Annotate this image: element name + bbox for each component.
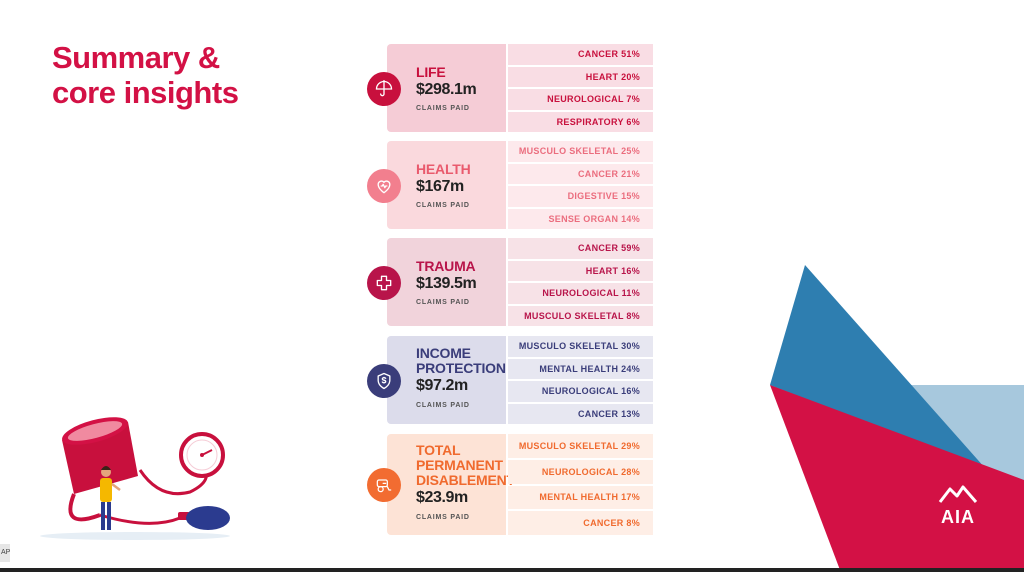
category-name-line: HEALTH xyxy=(416,161,471,177)
category-name-line: PROTECTION xyxy=(416,360,506,376)
blood-pressure-illustration xyxy=(40,417,230,540)
breakdown-row: NEUROLOGICAL 7% xyxy=(508,89,653,110)
aia-logo: AIA xyxy=(938,485,978,527)
shield-dollar-icon xyxy=(367,364,401,398)
breakdown-row: RESPIRATORY 6% xyxy=(508,111,653,132)
breakdown-list: CANCER 59% HEART 16% NEUROLOGICAL 11% MU… xyxy=(508,238,653,326)
umbrella-icon xyxy=(367,72,401,106)
breakdown-list: MUSCULO SKELETAL 30% MENTAL HEALTH 24% N… xyxy=(508,336,653,424)
decor-blue-shape xyxy=(770,265,985,468)
window-bottom-bar xyxy=(0,568,1024,572)
breakdown-row: MENTAL HEALTH 24% xyxy=(508,358,653,379)
claims-paid-label: CLAIMS PAID xyxy=(416,202,470,209)
claims-amount: $23.9m xyxy=(416,489,468,506)
breakdown-row: DIGESTIVE 15% xyxy=(508,186,653,207)
breakdown-row: MUSCULO SKELETAL 25% xyxy=(508,141,653,162)
category-name: TOTAL PERMANENT DISABLEMENT xyxy=(416,443,515,488)
breakdown-row: MENTAL HEALTH 17% xyxy=(508,485,653,510)
category-card-life: LIFE $298.1m CLAIMS PAID CANCER 51% HEAR… xyxy=(367,44,653,132)
breakdown-row: CANCER 8% xyxy=(508,511,653,535)
category-name: INCOME PROTECTION xyxy=(416,346,506,376)
claims-amount: $167m xyxy=(416,178,464,195)
category-name-line: TRAUMA xyxy=(416,258,476,274)
logo-text: AIA xyxy=(941,507,975,527)
corner-tag: AP xyxy=(0,544,10,562)
page-title-line-1: Summary & xyxy=(52,40,220,75)
breakdown-row: HEART 16% xyxy=(508,260,653,281)
category-name-line: TOTAL xyxy=(416,442,461,458)
breakdown-row: NEUROLOGICAL 28% xyxy=(508,459,653,484)
breakdown-row: SENSE ORGAN 14% xyxy=(508,208,653,229)
category-name: HEALTH xyxy=(416,162,471,177)
category-summary-health: HEALTH $167m CLAIMS PAID xyxy=(367,141,506,229)
medical-cross-icon xyxy=(367,266,401,300)
breakdown-row: CANCER 51% xyxy=(508,44,653,65)
claims-amount: $298.1m xyxy=(416,81,477,98)
breakdown-list: MUSCULO SKELETAL 25% CANCER 21% DIGESTIV… xyxy=(508,141,653,229)
claims-amount: $97.2m xyxy=(416,377,468,394)
breakdown-row: HEART 20% xyxy=(508,66,653,87)
category-name-line: PERMANENT xyxy=(416,457,503,473)
page-title: Summary & core insights xyxy=(52,40,239,110)
pump-bulb-graphic xyxy=(178,506,230,530)
breakdown-row: CANCER 21% xyxy=(508,163,653,184)
category-summary-income-protection: INCOME PROTECTION $97.2m CLAIMS PAID xyxy=(367,336,506,424)
breakdown-row: CANCER 59% xyxy=(508,238,653,259)
page-title-line-2: core insights xyxy=(52,75,239,110)
claims-paid-label: CLAIMS PAID xyxy=(416,402,470,409)
category-name: LIFE xyxy=(416,65,446,80)
claims-paid-label: CLAIMS PAID xyxy=(416,105,470,112)
decor-red-shape xyxy=(770,385,1024,570)
breakdown-row: NEUROLOGICAL 16% xyxy=(508,381,653,402)
category-card-trauma: TRAUMA $139.5m CLAIMS PAID CANCER 59% HE… xyxy=(367,238,653,326)
pressure-cuff-graphic xyxy=(62,417,138,522)
category-name: TRAUMA xyxy=(416,258,476,274)
breakdown-row: NEUROLOGICAL 11% xyxy=(508,283,653,304)
category-name-line: LIFE xyxy=(416,64,446,80)
category-card-income-protection: INCOME PROTECTION $97.2m CLAIMS PAID MUS… xyxy=(367,336,653,424)
ground-shadow-graphic xyxy=(40,532,230,540)
claims-paid-label: CLAIMS PAID xyxy=(416,299,470,306)
breakdown-row: CANCER 13% xyxy=(508,403,653,424)
category-card-tpd: TOTAL PERMANENT DISABLEMENT $23.9m CLAIM… xyxy=(367,434,653,535)
category-summary-life: LIFE $298.1m CLAIMS PAID xyxy=(367,44,506,132)
breakdown-row: MUSCULO SKELETAL 30% xyxy=(508,336,653,357)
person-figure-graphic xyxy=(100,466,121,530)
breakdown-list: CANCER 51% HEART 20% NEUROLOGICAL 7% RES… xyxy=(508,44,653,132)
heart-icon xyxy=(367,169,401,203)
breakdown-row: MUSCULO SKELETAL 29% xyxy=(508,434,653,458)
wheelchair-icon xyxy=(367,468,401,502)
category-summary-trauma: TRAUMA $139.5m CLAIMS PAID xyxy=(367,238,506,326)
category-summary-tpd: TOTAL PERMANENT DISABLEMENT $23.9m CLAIM… xyxy=(367,434,515,535)
pressure-gauge-graphic xyxy=(99,432,225,525)
breakdown-row: MUSCULO SKELETAL 8% xyxy=(508,305,653,326)
category-name-line: DISABLEMENT xyxy=(416,472,515,488)
category-name-line: INCOME xyxy=(416,345,471,361)
breakdown-list: MUSCULO SKELETAL 29% NEUROLOGICAL 28% ME… xyxy=(508,434,653,535)
category-card-health: HEALTH $167m CLAIMS PAID MUSCULO SKELETA… xyxy=(367,141,653,229)
claims-amount: $139.5m xyxy=(416,275,477,292)
claims-paid-label: CLAIMS PAID xyxy=(416,514,470,521)
